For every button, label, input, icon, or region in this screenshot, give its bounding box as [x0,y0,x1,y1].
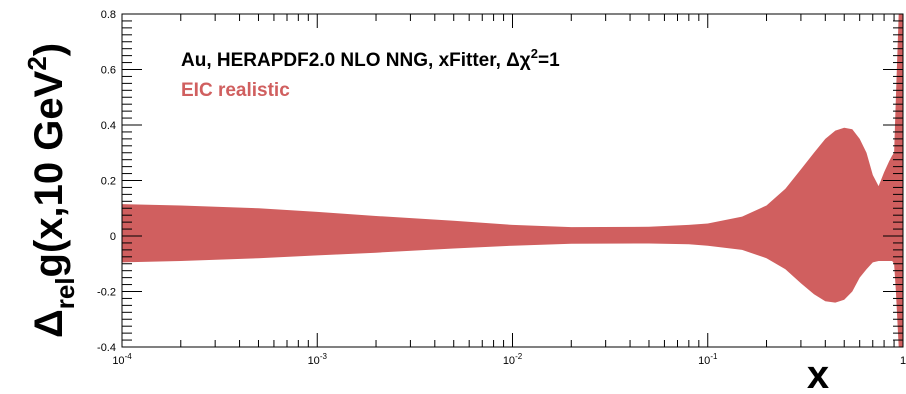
x-tick-label: 1 [900,355,906,367]
y-tick-label: 0.4 [101,120,116,132]
x-tick-label: 10-3 [308,352,328,367]
legend-entry-eic-realistic: EIC realistic [181,80,290,101]
y-axis-title: Δrelg(x,10 GeV2) [22,43,80,338]
x-tick-label: 10-1 [698,352,718,367]
x-axis-ticks [121,14,904,347]
x-axis-title: x [807,353,829,394]
x-axis-tick-labels: 10-4 10-3 10-2 10-1 1 [112,352,906,367]
y-tick-label: -0.2 [97,287,116,299]
legend-header: Au, HERAPDF2.0 NLO NNG, xFitter, Δχ2=1 [181,46,560,71]
y-tick-label: -0.4 [97,342,116,354]
x-tick-label: 10-2 [503,352,523,367]
x-tick-label: 10-4 [112,352,132,367]
y-tick-label: 0 [110,231,116,243]
svg-text:Δrelg(x,10 GeV2): Δrelg(x,10 GeV2) [22,43,80,338]
y-axis-tick-labels: 0.8 0.6 0.4 0.2 0 -0.2 -0.4 [97,9,116,354]
y-axis-ticks [122,13,903,348]
y-tick-label: 0.6 [101,65,116,77]
y-tick-label: 0.8 [101,9,116,21]
y-tick-label: 0.2 [101,176,116,188]
legend: Au, HERAPDF2.0 NLO NNG, xFitter, Δχ2=1 E… [181,46,560,101]
